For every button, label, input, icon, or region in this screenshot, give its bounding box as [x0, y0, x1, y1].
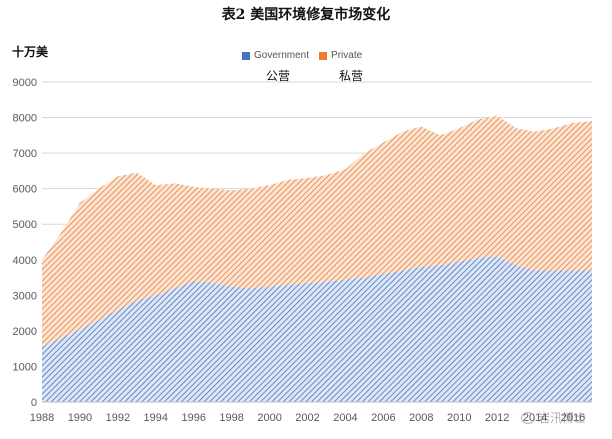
y-tick-label: 8000 [13, 113, 37, 125]
government-swatch [242, 51, 250, 60]
x-tick-label: 2006 [371, 412, 395, 424]
series-area-government [42, 256, 592, 402]
legend: Government Private [242, 50, 362, 61]
legend-item-government: Government [242, 50, 309, 61]
legend-label-private: Private [331, 50, 363, 61]
private-swatch [319, 51, 328, 60]
x-tick-label: 1988 [30, 412, 54, 424]
x-tick-label: 2000 [257, 412, 281, 424]
legend-cn-label-private: 私营 [339, 69, 364, 83]
chart-title: 表2 美国环境修复市场变化 [221, 7, 391, 23]
y-tick-label: 4000 [13, 255, 37, 267]
y-tick-label: 6000 [13, 184, 37, 196]
x-tick-label: 1990 [68, 412, 92, 424]
y-axis-unit-label: 十万美 [12, 45, 49, 59]
x-tick-label: 1992 [106, 412, 130, 424]
y-tick-label: 1000 [13, 361, 37, 373]
x-tick-label: 2012 [485, 412, 509, 424]
x-tick-label: 2010 [447, 412, 471, 424]
y-tick-label: 2000 [13, 326, 37, 338]
legend-item-private: Private [319, 50, 362, 61]
chat-bubble-icon [521, 411, 535, 424]
x-tick-label: 1998 [219, 412, 243, 424]
watermark-text: 岩汛博士 [538, 411, 587, 425]
x-tick-label: 2016 [561, 412, 585, 424]
x-tick-label: 2004 [333, 412, 357, 424]
series-area-private [42, 115, 592, 347]
x-tick-label: 2008 [409, 412, 433, 424]
x-tick-label: 1996 [181, 412, 205, 424]
y-tick-label: 9000 [13, 77, 37, 89]
watermark: 岩汛博士 [521, 409, 586, 426]
y-tick-label: 5000 [13, 219, 37, 231]
y-tick-label: 3000 [13, 290, 37, 302]
legend-cn-label-government: 公营 [266, 69, 291, 83]
x-tick-label: 1994 [144, 412, 168, 424]
x-tick-label: 2002 [295, 412, 319, 424]
y-tick-label: 7000 [13, 148, 37, 160]
legend-label-government: Government [254, 50, 310, 61]
y-tick-label: 0 [31, 397, 37, 409]
